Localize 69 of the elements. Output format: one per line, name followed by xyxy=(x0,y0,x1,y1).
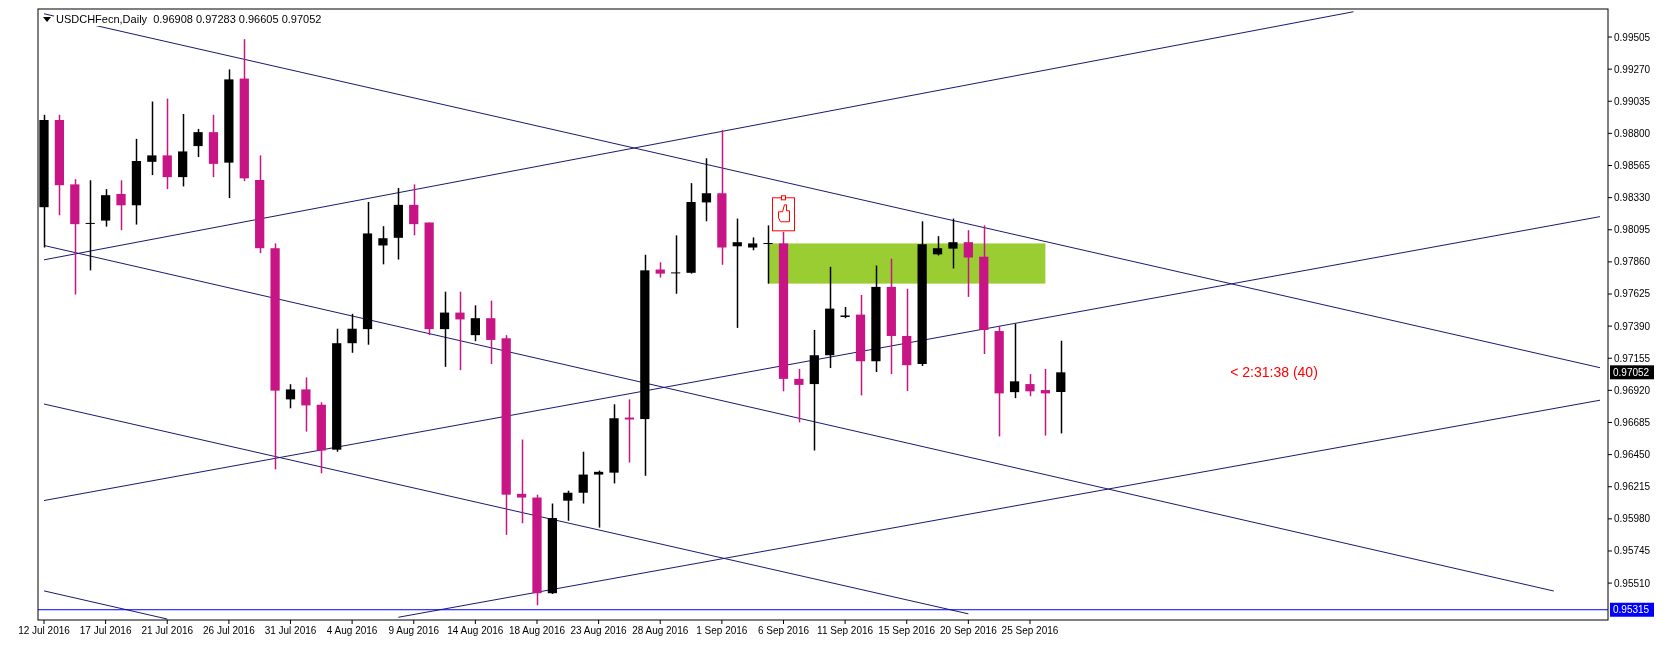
y-tick-label: 0.96215 xyxy=(1614,481,1651,493)
candlestick xyxy=(116,179,126,231)
candlestick xyxy=(347,313,357,354)
candlestick xyxy=(1056,339,1066,435)
candlestick xyxy=(732,217,742,329)
y-tick-label: 0.97860 xyxy=(1614,256,1651,268)
candlestick xyxy=(963,229,973,298)
y-tick-label: 0.99035 xyxy=(1614,95,1651,107)
y-tick-label: 0.96685 xyxy=(1614,416,1651,428)
candlestick xyxy=(1025,373,1035,397)
x-tick-label: 1 Sep 2016 xyxy=(696,625,748,636)
candlestick xyxy=(1040,368,1050,437)
candlestick xyxy=(794,368,804,424)
annotation: 0.97052 xyxy=(1613,366,1650,378)
candlestick xyxy=(147,100,157,176)
candlestick xyxy=(85,179,95,272)
x-tick-label: 4 Aug 2016 xyxy=(326,625,378,636)
candlestick xyxy=(378,225,388,266)
candlestick xyxy=(455,290,465,371)
y-tick-label: 0.98565 xyxy=(1614,160,1651,172)
x-tick-label: 15 Sep 2016 xyxy=(878,625,936,636)
candlestick xyxy=(593,469,604,529)
candlestick xyxy=(763,224,773,285)
candlestick xyxy=(162,97,172,190)
x-tick-label: 17 Jul 2016 xyxy=(79,625,132,636)
y-tick-label: 0.95745 xyxy=(1614,545,1651,557)
annotation: < 2:31:38 (40) xyxy=(1230,364,1318,381)
y-tick-label: 0.97625 xyxy=(1614,288,1651,300)
y-tick-label: 0.99270 xyxy=(1614,63,1651,75)
y-tick-label: 0.96920 xyxy=(1614,384,1651,396)
x-tick-label: 31 Jul 2016 xyxy=(264,625,317,636)
x-tick-label: 9 Aug 2016 xyxy=(388,625,440,636)
candlestick xyxy=(301,376,311,433)
ref-line-label: 0.95315 xyxy=(1613,604,1650,616)
x-tick-label: 26 Jul 2016 xyxy=(203,625,256,636)
candlestick xyxy=(701,157,712,223)
candlestick xyxy=(563,489,573,522)
candlestick xyxy=(409,183,419,237)
y-tick-label: 0.95980 xyxy=(1614,513,1651,525)
candlestick xyxy=(578,450,588,505)
chart-title: USDCHFecn,Daily 0.96908 0.97283 0.96605 0.97052 xyxy=(56,13,322,25)
candlestick xyxy=(193,128,203,158)
x-tick-label: 12 Jul 2016 xyxy=(18,625,71,636)
x-tick-label: 11 Sep 2016 xyxy=(817,625,874,636)
candlestick xyxy=(439,290,450,368)
candlestick xyxy=(285,383,296,410)
candlestick xyxy=(516,438,527,524)
y-tick-label: 0.95510 xyxy=(1614,577,1651,589)
y-tick-label: 0.98330 xyxy=(1614,192,1651,204)
x-tick-label: 20 Sep 2016 xyxy=(940,625,998,636)
candlestick xyxy=(671,234,681,295)
candlestick xyxy=(470,304,480,342)
y-tick-label: 0.97155 xyxy=(1614,352,1651,364)
x-tick-label: 23 Aug 2016 xyxy=(570,625,628,636)
candlestick xyxy=(1009,323,1020,399)
x-tick-label: 18 Aug 2016 xyxy=(508,625,566,636)
candlestick xyxy=(932,235,943,257)
y-tick-label: 0.98095 xyxy=(1614,224,1651,236)
candlestick xyxy=(948,217,958,270)
x-tick-label: 25 Sep 2016 xyxy=(1001,625,1059,636)
x-tick-label: 14 Aug 2016 xyxy=(447,625,504,636)
y-tick-label: 0.99505 xyxy=(1614,31,1651,43)
x-tick-label: 6 Sep 2016 xyxy=(757,625,810,636)
x-tick-label: 28 Aug 2016 xyxy=(632,625,689,636)
y-tick-label: 0.96450 xyxy=(1614,449,1651,461)
x-tick-label: 21 Jul 2016 xyxy=(141,625,194,636)
y-tick-label: 0.97390 xyxy=(1614,320,1651,332)
candlestick xyxy=(486,299,496,365)
y-tick-label: 0.98800 xyxy=(1614,127,1651,139)
